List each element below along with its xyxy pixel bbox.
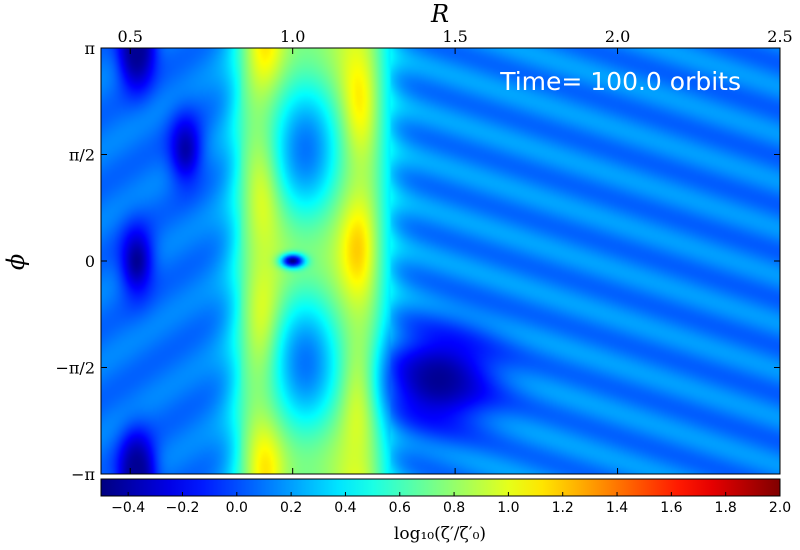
colorbar-ticks: −0.4 −0.2 0.0 0.2 0.4 0.6 0.8 1.0 1.2 1.4 1.6 1.8 2.… bbox=[111, 492, 791, 516]
time-annotation: Time= 100.0 orbits bbox=[499, 67, 741, 96]
colorbar-tick-label: 2.0 bbox=[769, 500, 791, 516]
x-axis-title: R bbox=[430, 0, 449, 28]
y-tick-label: −π bbox=[71, 465, 95, 484]
colorbar: −0.4 −0.2 0.0 0.2 0.4 0.6 0.8 1.0 1.2 1.4 1.6 1.8 2.… bbox=[100, 478, 791, 544]
colorbar-tick-label: 1.8 bbox=[715, 500, 737, 516]
y-axis-ticks: π π/2 0 −π/2 −π bbox=[56, 39, 780, 484]
x-tick-label: 0.5 bbox=[118, 27, 143, 46]
colorbar-tick-label: 0.4 bbox=[334, 500, 356, 516]
y-tick-label: π/2 bbox=[69, 145, 95, 164]
colorbar-tick-label: 0.0 bbox=[226, 500, 248, 516]
y-tick-label: −π/2 bbox=[56, 359, 96, 378]
colorbar-tick-label: 1.6 bbox=[660, 500, 682, 516]
plot-area bbox=[100, 47, 781, 475]
heatmap-image bbox=[101, 48, 780, 474]
colorbar-tick-label: −0.4 bbox=[111, 500, 145, 516]
x-axis-ticks: 0.5 1.0 1.5 2.0 2.5 bbox=[118, 27, 793, 474]
colorbar-tick-label: 1.4 bbox=[606, 500, 628, 516]
x-tick-label: 2.5 bbox=[767, 27, 792, 46]
colorbar-tick-label: 1.0 bbox=[497, 500, 519, 516]
colorbar-tick-label: 1.2 bbox=[552, 500, 574, 516]
y-axis-title: ϕ bbox=[2, 254, 30, 270]
colorbar-tick-label: 0.8 bbox=[443, 500, 465, 516]
x-tick-label: 1.5 bbox=[442, 27, 467, 46]
colorbar-gradient bbox=[100, 478, 781, 497]
y-tick-label: 0 bbox=[85, 252, 95, 271]
x-tick-label: 2.0 bbox=[605, 27, 630, 46]
colorbar-title: log₁₀(ζ′/ζ′₀) bbox=[394, 524, 486, 544]
y-tick-label: π bbox=[84, 39, 95, 58]
colorbar-tick-label: 0.2 bbox=[280, 500, 302, 516]
colorbar-tick-label: 0.6 bbox=[389, 500, 411, 516]
colorbar-tick-label: −0.2 bbox=[165, 500, 199, 516]
x-tick-label: 1.0 bbox=[280, 27, 305, 46]
